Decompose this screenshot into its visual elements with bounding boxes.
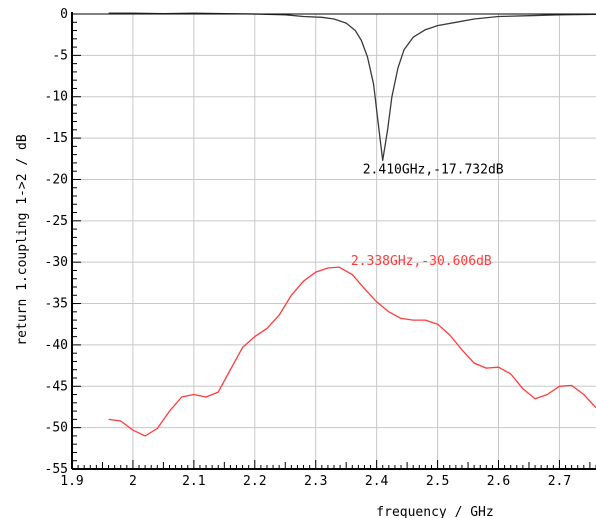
marker-label: 2.338GHz,-30.606dB: [351, 254, 492, 269]
axes: [71, 12, 596, 470]
x-tick-label: 2.2: [243, 474, 266, 489]
x-tick-label: 2.7: [548, 474, 571, 489]
x-tick-label: 2.6: [487, 474, 510, 489]
y-tick-label: -55: [45, 462, 68, 477]
x-tick-label: 1.9: [60, 474, 83, 489]
y-tick-label: -35: [45, 297, 68, 312]
x-tick-label: 2.1: [182, 474, 205, 489]
marker-label: 2.410GHz,-17.732dB: [363, 163, 504, 178]
y-tick-label: -5: [52, 48, 68, 63]
y-axis-title: return 1.coupling 1->2 / dB: [15, 134, 30, 345]
y-tick-label: -30: [45, 255, 68, 270]
y-tick-label: -45: [45, 379, 68, 394]
y-tick-label: -50: [45, 421, 68, 436]
x-tick-label: 2.3: [304, 474, 327, 489]
grid: [72, 13, 596, 469]
series-coupling-line: [108, 266, 596, 437]
tick-labels: 0 -5 -10 -15 -20 -25 -30 -35 -40 -45 -50 -551.9 2 2.1…: [45, 7, 572, 489]
x-tick-label: 2: [129, 474, 137, 489]
y-tick-label: -15: [45, 131, 68, 146]
markers: 2.410GHz,-17.732dB 2.338GHz,-30.606dB: [351, 163, 504, 270]
y-tick-label: -40: [45, 338, 68, 353]
x-tick-label: 2.4: [365, 474, 389, 489]
y-tick-label: -25: [45, 214, 68, 229]
x-axis-title: frequency / GHz: [376, 505, 493, 518]
y-tick-label: -10: [45, 90, 68, 105]
y-tick-label: 0: [60, 7, 68, 22]
series-layer: [108, 12, 596, 437]
y-tick-label: -20: [45, 172, 68, 187]
x-tick-label: 2.5: [426, 474, 449, 489]
